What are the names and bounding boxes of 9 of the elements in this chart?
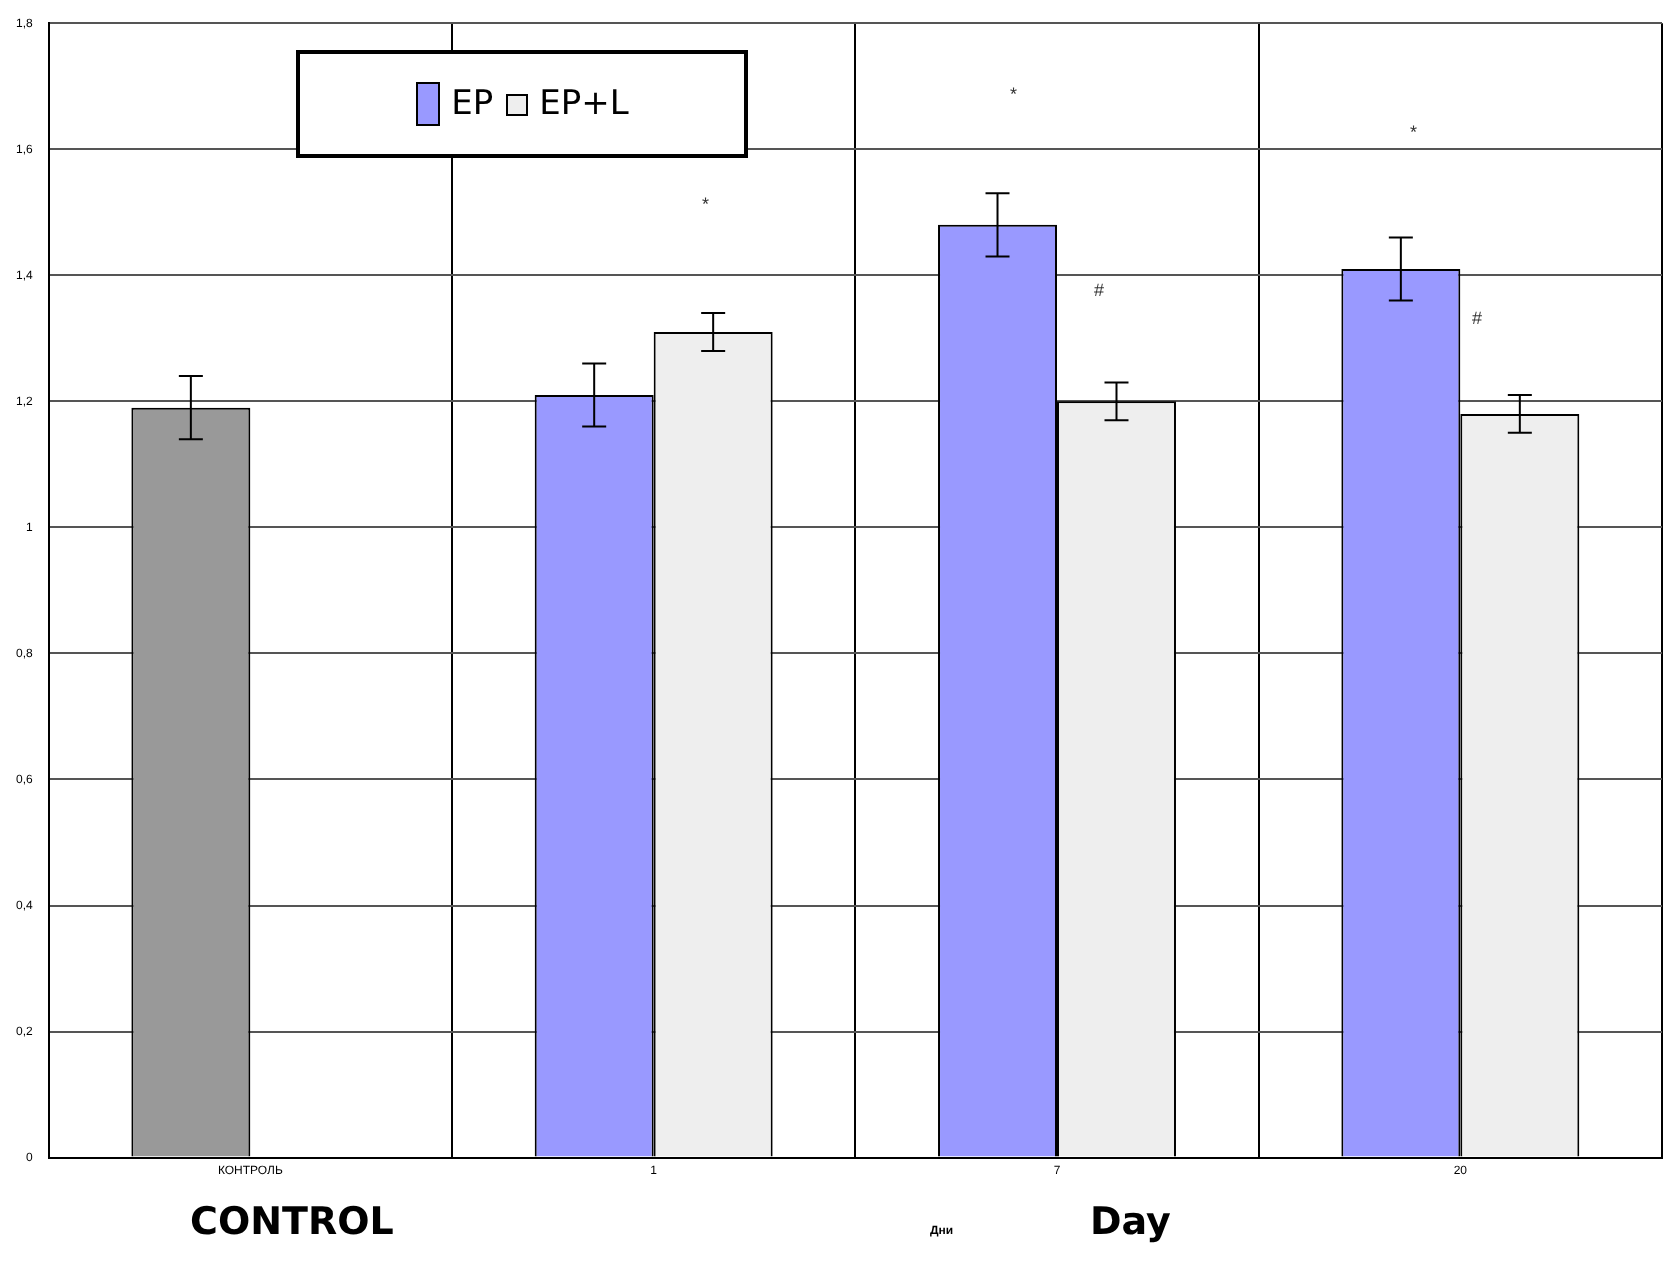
annotation: *	[1410, 122, 1418, 142]
annotation: *	[702, 194, 710, 214]
text: Day	[1090, 1200, 1171, 1244]
annotation: #	[1472, 308, 1483, 328]
annotation: #	[1094, 280, 1105, 300]
legend-label: EP+L	[539, 84, 629, 124]
legend-label: EP	[451, 84, 494, 124]
text: CONTROL	[190, 1200, 394, 1244]
annotation: *	[1010, 84, 1018, 104]
